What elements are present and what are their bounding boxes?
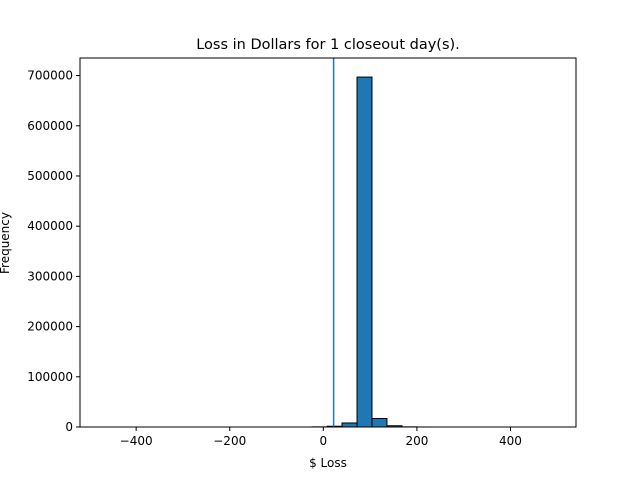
y-tick-label: 600000 (27, 119, 73, 133)
plot-frame (79, 57, 577, 428)
y-tick-label: 400000 (27, 219, 73, 233)
y-tick-label: 100000 (27, 370, 73, 384)
y-axis-label: Frequency (0, 212, 12, 274)
y-tick-label: 200000 (27, 320, 73, 334)
chart-title: Loss in Dollars for 1 closeout day(s). (196, 37, 460, 53)
y-tick-label: 0 (65, 420, 73, 434)
x-tick-label: −400 (120, 434, 153, 448)
bars-group (311, 76, 433, 428)
x-axis-ticks: −400 −200 0 200 400 (120, 427, 522, 448)
x-tick-label: 200 (405, 434, 428, 448)
y-tick-label: 300000 (27, 269, 73, 283)
y-tick-label: 500000 (27, 169, 73, 183)
y-axis-ticks: 0 100000 200000 300000 400000 500000 600000 700… (27, 69, 80, 434)
x-tick-label: 0 (320, 434, 328, 448)
histogram-bar (356, 76, 373, 428)
x-axis-label: $ Loss (309, 456, 347, 470)
x-tick-label: 400 (499, 434, 522, 448)
histogram-bar (341, 422, 358, 428)
x-tick-label: −200 (213, 434, 246, 448)
histogram-bar (371, 417, 388, 428)
y-tick-label: 700000 (27, 69, 73, 83)
